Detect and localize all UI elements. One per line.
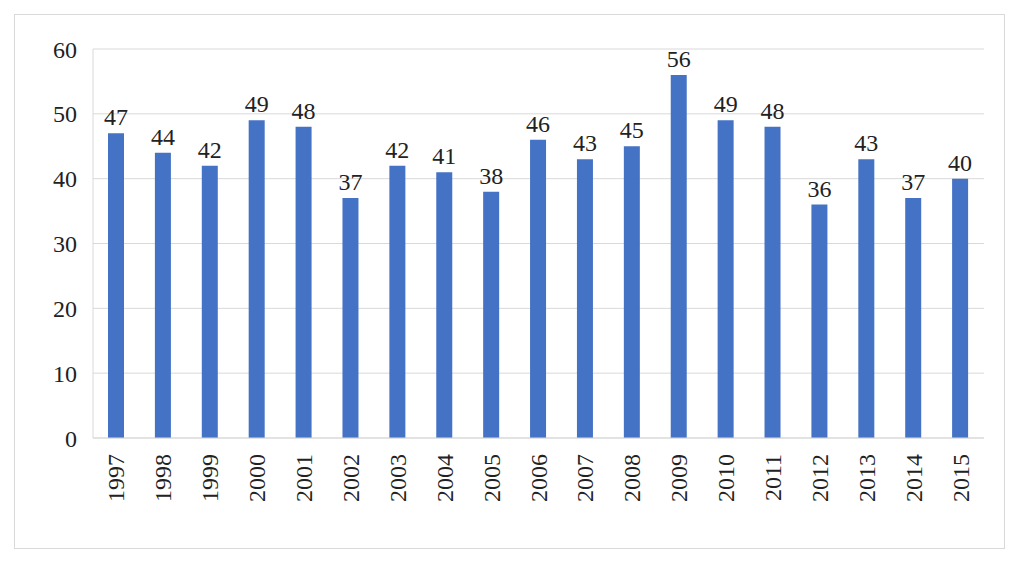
svg-text:2003: 2003 [385, 454, 411, 502]
svg-text:49: 49 [714, 91, 738, 117]
svg-text:2013: 2013 [854, 454, 880, 502]
svg-text:2001: 2001 [291, 454, 317, 502]
svg-text:43: 43 [573, 130, 597, 156]
svg-text:2006: 2006 [526, 454, 552, 502]
svg-text:2014: 2014 [901, 454, 927, 502]
svg-text:36: 36 [807, 176, 831, 202]
svg-text:45: 45 [620, 117, 644, 143]
svg-text:10: 10 [53, 361, 77, 387]
svg-text:2011: 2011 [760, 454, 786, 501]
svg-text:41: 41 [432, 143, 456, 169]
svg-text:42: 42 [385, 137, 409, 163]
svg-text:49: 49 [245, 91, 269, 117]
svg-text:2015: 2015 [948, 454, 974, 502]
svg-text:37: 37 [338, 169, 362, 195]
svg-text:2012: 2012 [807, 454, 833, 502]
svg-text:50: 50 [53, 101, 77, 127]
svg-text:1998: 1998 [150, 454, 176, 502]
svg-text:60: 60 [53, 37, 77, 63]
svg-text:2008: 2008 [619, 454, 645, 502]
svg-text:2000: 2000 [244, 454, 270, 502]
svg-text:40: 40 [948, 150, 972, 176]
svg-text:20: 20 [53, 296, 77, 322]
svg-text:38: 38 [479, 163, 503, 189]
svg-text:40: 40 [53, 166, 77, 192]
svg-text:46: 46 [526, 111, 550, 137]
svg-text:2005: 2005 [479, 454, 505, 502]
svg-text:43: 43 [854, 130, 878, 156]
svg-text:48: 48 [292, 98, 316, 124]
svg-text:42: 42 [198, 137, 222, 163]
svg-text:2004: 2004 [432, 454, 458, 502]
svg-text:30: 30 [53, 231, 77, 257]
svg-text:2010: 2010 [713, 454, 739, 502]
svg-text:1997: 1997 [103, 454, 129, 502]
svg-text:0: 0 [65, 426, 77, 452]
svg-text:48: 48 [761, 98, 785, 124]
svg-text:2007: 2007 [572, 454, 598, 502]
svg-text:2002: 2002 [338, 454, 364, 502]
svg-text:56: 56 [667, 46, 691, 72]
svg-text:44: 44 [151, 124, 175, 150]
svg-text:37: 37 [901, 169, 925, 195]
svg-text:1999: 1999 [197, 454, 223, 502]
svg-text:47: 47 [104, 104, 128, 130]
svg-text:2009: 2009 [666, 454, 692, 502]
